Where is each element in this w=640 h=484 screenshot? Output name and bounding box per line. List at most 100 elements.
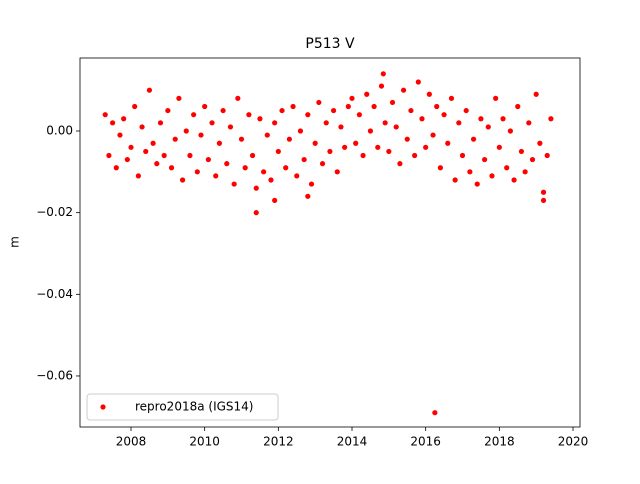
data-point xyxy=(161,152,167,159)
data-point xyxy=(286,136,292,142)
data-point xyxy=(272,120,278,126)
data-point xyxy=(246,112,252,118)
data-point xyxy=(194,169,200,175)
data-point xyxy=(176,95,182,101)
data-point xyxy=(179,177,186,183)
data-point xyxy=(467,169,473,175)
x-tick-label: 2010 xyxy=(189,435,220,449)
data-point xyxy=(294,173,300,179)
data-point xyxy=(415,79,421,85)
data-point xyxy=(205,156,211,163)
data-point xyxy=(231,181,237,187)
data-point xyxy=(345,103,351,110)
data-point xyxy=(198,132,204,138)
data-point xyxy=(496,144,502,150)
data-point xyxy=(327,148,333,155)
data-point xyxy=(423,144,429,150)
data-point xyxy=(437,165,444,171)
data-point xyxy=(235,95,241,101)
data-point xyxy=(297,128,304,134)
data-point xyxy=(121,116,127,122)
data-point xyxy=(187,152,193,159)
x-tick-label: 2014 xyxy=(337,435,368,449)
data-point xyxy=(334,169,340,175)
data-point xyxy=(132,103,138,110)
data-point xyxy=(154,161,160,167)
data-point xyxy=(380,71,386,77)
data-point xyxy=(253,185,259,191)
x-tick-label: 2018 xyxy=(484,435,515,449)
data-point xyxy=(290,103,296,110)
data-point xyxy=(216,140,223,146)
data-point xyxy=(117,132,123,138)
x-tick-label: 2016 xyxy=(410,435,441,449)
data-point xyxy=(533,91,539,97)
data-point xyxy=(238,136,245,142)
data-point xyxy=(249,152,256,159)
data-point xyxy=(305,193,311,199)
data-point xyxy=(548,116,554,122)
data-point xyxy=(308,181,315,187)
data-point xyxy=(264,132,270,138)
data-point xyxy=(253,210,259,216)
data-point xyxy=(448,95,455,101)
data-point xyxy=(323,120,329,126)
data-point xyxy=(434,103,440,110)
data-point xyxy=(404,136,410,142)
data-point xyxy=(375,144,381,150)
data-point xyxy=(389,99,396,106)
data-point xyxy=(526,120,532,126)
data-point xyxy=(445,140,451,146)
data-point xyxy=(504,165,510,171)
data-point xyxy=(301,156,307,163)
data-point xyxy=(485,124,491,130)
legend-marker xyxy=(100,404,106,410)
data-point xyxy=(537,140,543,146)
chart-title: P513 V xyxy=(305,36,355,52)
data-point xyxy=(544,152,550,159)
data-point xyxy=(515,103,521,110)
data-point xyxy=(261,169,267,175)
data-point xyxy=(522,169,528,175)
legend-label: repro2018a (IGS14) xyxy=(135,400,253,414)
data-point xyxy=(456,120,462,126)
data-point xyxy=(419,116,425,122)
data-point xyxy=(360,152,366,159)
data-point xyxy=(356,112,362,118)
data-point xyxy=(393,124,399,130)
data-point xyxy=(500,116,506,122)
data-point xyxy=(168,165,175,171)
y-tick-label: −0.06 xyxy=(36,368,73,382)
data-point xyxy=(408,107,414,114)
data-point xyxy=(220,107,226,114)
data-point xyxy=(128,144,134,150)
data-point xyxy=(257,116,263,122)
data-point xyxy=(183,128,189,134)
data-point xyxy=(540,189,547,195)
data-point xyxy=(342,144,348,150)
data-point xyxy=(191,112,197,118)
data-point xyxy=(135,173,141,179)
y-tick-label: 0.00 xyxy=(46,123,73,137)
data-point xyxy=(349,95,355,101)
data-point xyxy=(529,156,536,163)
data-point xyxy=(364,91,370,97)
data-point xyxy=(209,120,215,126)
data-point xyxy=(268,177,274,183)
data-point xyxy=(319,161,326,167)
data-point xyxy=(224,161,230,167)
y-tick-label: −0.04 xyxy=(36,287,73,301)
data-point xyxy=(146,87,153,93)
data-point xyxy=(279,107,285,114)
data-point xyxy=(213,173,219,179)
data-point xyxy=(430,132,436,138)
data-point xyxy=(330,107,337,114)
data-point xyxy=(102,112,108,118)
data-point xyxy=(139,124,145,130)
data-point xyxy=(540,197,547,204)
data-point xyxy=(378,83,385,89)
data-point xyxy=(109,120,116,126)
data-point xyxy=(432,410,438,416)
data-point xyxy=(272,197,278,204)
